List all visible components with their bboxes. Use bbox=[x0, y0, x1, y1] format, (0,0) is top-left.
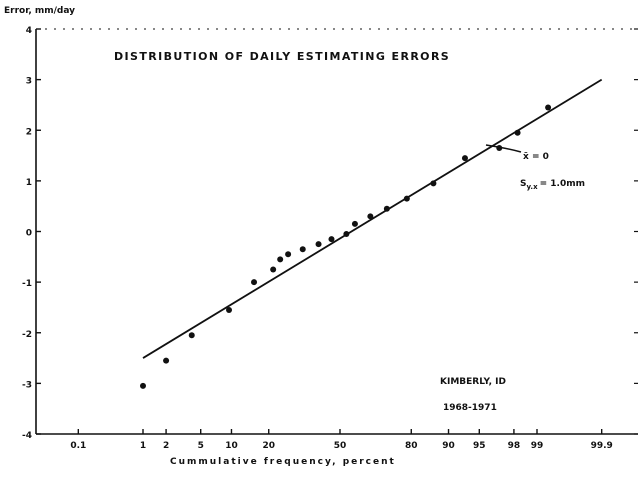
data-point bbox=[383, 205, 390, 212]
y-tick-label: -4 bbox=[22, 431, 32, 441]
fit-mean-annotation: x̄ = 0 bbox=[523, 152, 549, 162]
data-point bbox=[514, 129, 521, 136]
data-point bbox=[226, 306, 233, 313]
data-point bbox=[367, 213, 374, 220]
y-tick-label: 3 bbox=[26, 77, 32, 87]
x-tick-label: 20 bbox=[262, 441, 275, 451]
y-tick-label: -1 bbox=[22, 279, 32, 289]
x-tick-label: 50 bbox=[334, 441, 347, 451]
x-tick-label: 95 bbox=[473, 441, 486, 451]
x-tick-label: 0.1 bbox=[70, 441, 86, 451]
fit-std-base: S bbox=[520, 179, 526, 189]
data-point bbox=[188, 332, 195, 339]
y-tick-label: 2 bbox=[26, 127, 32, 137]
data-point bbox=[545, 104, 552, 111]
y-axis-label: Error, mm/day bbox=[4, 6, 75, 16]
x-tick-label: 10 bbox=[225, 441, 238, 451]
data-point bbox=[351, 220, 358, 227]
x-tick-label: 80 bbox=[405, 441, 418, 451]
data-point bbox=[315, 241, 322, 248]
y-tick-label: -2 bbox=[22, 330, 32, 340]
y-tick-label: -3 bbox=[22, 380, 32, 390]
data-point bbox=[277, 256, 284, 263]
y-tick-label: 1 bbox=[26, 178, 32, 188]
x-tick-label: 5 bbox=[198, 441, 204, 451]
data-point bbox=[163, 357, 170, 364]
x-tick-label: 99 bbox=[531, 441, 544, 451]
data-point bbox=[270, 266, 277, 273]
y-tick-label: 0 bbox=[26, 229, 32, 239]
y-tick-label: 4 bbox=[26, 26, 32, 36]
data-point bbox=[461, 155, 468, 162]
fit-std-annotation: Sy.x = 1.0mm bbox=[520, 179, 585, 191]
data-point bbox=[140, 382, 146, 389]
data-point bbox=[285, 251, 292, 258]
data-point bbox=[430, 180, 437, 187]
x-axis-label: Cummulative frequency, percent bbox=[170, 457, 396, 467]
data-point bbox=[403, 195, 410, 202]
x-tick-label: 98 bbox=[508, 441, 521, 451]
x-tick-label: 99.9 bbox=[591, 441, 613, 451]
years-annotation: 1968-1971 bbox=[443, 403, 497, 413]
x-tick-label: 90 bbox=[442, 441, 455, 451]
data-point bbox=[343, 231, 350, 238]
x-tick-label: 2 bbox=[163, 441, 169, 451]
fit-line bbox=[142, 78, 603, 359]
data-point bbox=[328, 236, 335, 243]
fit-std-value: = 1.0mm bbox=[540, 179, 585, 189]
fit-std-subscript: y.x bbox=[526, 183, 538, 191]
data-point bbox=[299, 246, 306, 253]
data-point bbox=[251, 279, 258, 286]
chart-title: DISTRIBUTION OF DAILY ESTIMATING ERRORS bbox=[114, 50, 450, 63]
x-tick-label: 1 bbox=[140, 441, 146, 451]
location-annotation: KIMBERLY, ID bbox=[440, 377, 506, 387]
fit-annotation-pointer bbox=[485, 144, 522, 153]
